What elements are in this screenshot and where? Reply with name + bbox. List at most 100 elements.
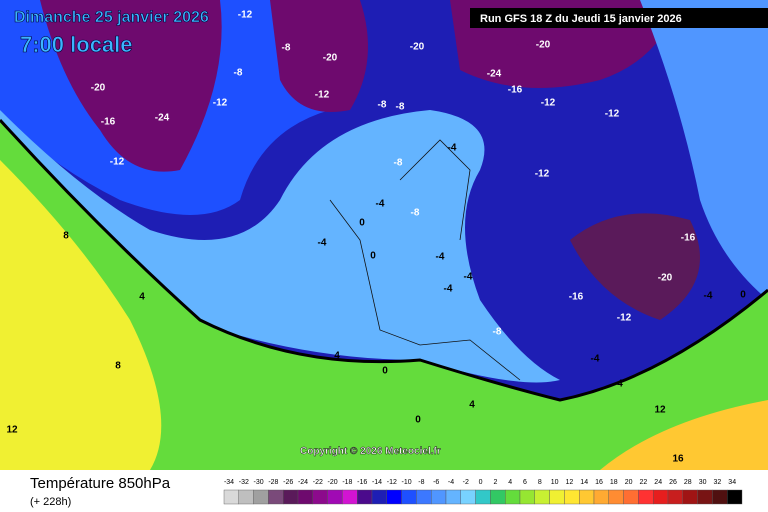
legend-swatch [416, 489, 432, 505]
warm-region [600, 400, 768, 470]
isotherm-label: 0 [382, 366, 388, 377]
isotherm-label: -4 [376, 199, 385, 210]
very-cold-region [40, 0, 222, 172]
legend-label: -28 [268, 479, 278, 486]
legend-label: -34 [224, 479, 234, 486]
isotherm-label: -24 [155, 113, 170, 124]
legend-swatch [223, 489, 240, 505]
run-info: Run GFS 18 Z du Jeudi 15 janvier 2026 [480, 13, 682, 25]
isotherm-label: 0 [359, 218, 365, 229]
legend: -34 -32 -30 -28 -26 -24 -22 -20 -18 -16 -14 -12 -10-… [223, 479, 743, 505]
isotherm-label: -12 [617, 313, 632, 324]
legend-swatch [445, 489, 462, 505]
legend-label: 22 [640, 479, 648, 486]
isotherm-label: -20 [91, 83, 106, 94]
legend-label: -8 [418, 479, 424, 486]
legend-swatch [357, 489, 373, 505]
isotherm-labels: -12 -8 -8 -12 -20 -16 -12 -24 -20 -12 -8 -8 -8 -4 -4 -8… [6, 10, 746, 465]
isotherm-label: 8 [63, 231, 69, 242]
isotherm-label: -12 [541, 98, 556, 109]
legend-swatch [712, 489, 728, 505]
legend-label: 32 [714, 479, 722, 486]
isotherm-label: 8 [115, 361, 121, 372]
isotherm-label: -12 [535, 169, 550, 180]
isotherm-label: -4 [448, 143, 457, 154]
legend-swatch [682, 489, 698, 505]
legend-swatch [342, 489, 358, 505]
legend-label: -32 [239, 479, 249, 486]
legend-label: -10 [402, 479, 412, 486]
isotherm-label: -12 [238, 10, 253, 21]
isotherm-label: -20 [658, 273, 673, 284]
very-cold-region [270, 0, 368, 112]
legend-swatch [297, 489, 314, 505]
warm-region [0, 160, 162, 470]
cool-region [640, 0, 768, 300]
legend-label: 12 [566, 479, 574, 486]
legend-label: 30 [699, 479, 707, 486]
legend-label: 18 [610, 479, 618, 486]
legend-swatch [460, 489, 476, 505]
isotherm-label: -8 [493, 327, 502, 338]
legend-swatch [638, 489, 654, 505]
isotherm-label: -12 [315, 90, 330, 101]
very-cold-region [570, 213, 700, 320]
isotherm-label: 12 [6, 425, 18, 436]
legend-swatch [727, 489, 743, 505]
isotherm-label: -4 [704, 291, 713, 302]
legend-swatch [653, 489, 669, 505]
legend-label: 20 [625, 479, 633, 486]
isotherm-label: -8 [234, 68, 243, 79]
legend-label: 8 [538, 479, 542, 486]
isotherm-label: -16 [681, 233, 696, 244]
legend-swatch [327, 489, 343, 505]
legend-label: -4 [448, 479, 454, 486]
isotherm-label: -8 [411, 208, 420, 219]
map-time: 7:00 locale [20, 32, 133, 57]
legend-label: -14 [372, 479, 382, 486]
isotherm-label: 4 [469, 400, 475, 411]
legend-label: -16 [357, 479, 367, 486]
isotherm-label: -12 [605, 109, 620, 120]
zero-isotherm [0, 118, 768, 402]
legend-swatch [371, 489, 388, 505]
legend-swatch [697, 489, 713, 505]
cool-region [0, 110, 560, 383]
legend-swatch [519, 489, 536, 505]
copyright: Copyright © 2026 Meteociel.fr [300, 446, 441, 457]
legend-swatch [386, 489, 402, 505]
legend-label: -26 [283, 479, 293, 486]
legend-label: -30 [254, 479, 264, 486]
parameter: Température 850hPa [30, 475, 171, 492]
isotherm-label: -16 [569, 292, 584, 303]
isotherm-label: -8 [394, 158, 403, 169]
isotherm-label: 4 [334, 351, 340, 362]
isotherm-label: -12 [213, 98, 228, 109]
run-box [470, 8, 768, 28]
legend-swatch [667, 489, 684, 505]
legend-label: 4 [508, 479, 512, 486]
legend-swatch [490, 489, 506, 505]
legend-swatch [549, 489, 565, 505]
isotherm-label: -4 [436, 252, 445, 263]
legend-label: 14 [580, 479, 588, 486]
legend-swatch [505, 489, 521, 505]
legend-swatch [431, 489, 447, 505]
legend-label: -12 [387, 479, 397, 486]
isotherm-label: -20 [323, 53, 338, 64]
legend-label: 10 [551, 479, 559, 486]
legend-label: -6 [433, 479, 439, 486]
isotherm-label: -20 [410, 42, 425, 53]
legend-swatch [401, 489, 417, 505]
isotherm-label: -4 [464, 272, 473, 283]
legend-label: 34 [728, 479, 736, 486]
isotherm-label: -24 [487, 69, 502, 80]
legend-label: -22 [313, 479, 323, 486]
isotherm-label: -12 [110, 157, 125, 168]
isotherm-label: -20 [536, 40, 551, 51]
mild-region [0, 120, 768, 470]
legend-swatch [608, 489, 624, 505]
legend-label: -2 [463, 479, 469, 486]
legend-label: 2 [493, 479, 497, 486]
